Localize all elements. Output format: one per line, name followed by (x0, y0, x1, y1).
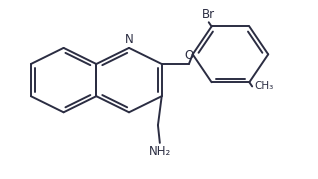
Text: NH₂: NH₂ (149, 146, 171, 158)
Text: CH₃: CH₃ (254, 81, 273, 91)
Text: N: N (125, 33, 133, 46)
Text: O: O (184, 49, 194, 62)
Text: Br: Br (202, 8, 215, 21)
